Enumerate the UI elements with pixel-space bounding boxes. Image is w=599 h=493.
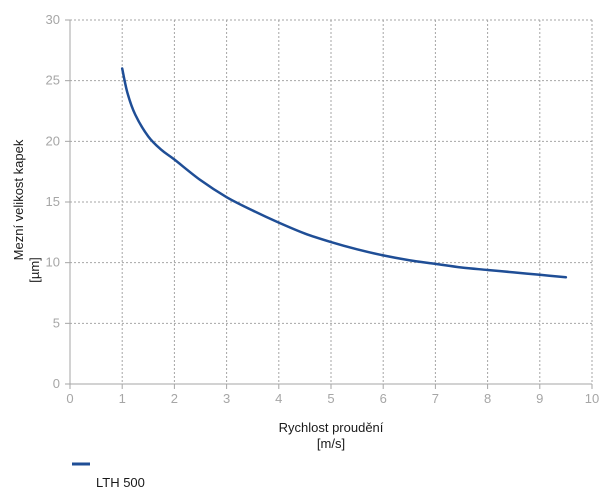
y-tick-label-5: 5 [53, 315, 60, 330]
y-tick-label-30: 30 [46, 12, 60, 27]
x-tick-label-6: 6 [380, 391, 387, 406]
x-tick-label-2: 2 [171, 391, 178, 406]
y-tick-label-20: 20 [46, 133, 60, 148]
x-tick-label-7: 7 [432, 391, 439, 406]
y-axis-title-line1: Mezní velikost kapek [11, 139, 26, 260]
y-axis-title-line2: [µm] [27, 257, 42, 283]
x-tick-label-1: 1 [119, 391, 126, 406]
x-tick-label-9: 9 [536, 391, 543, 406]
y-tick-label-0: 0 [53, 376, 60, 391]
x-axis-title-line1: Rychlost proudění [279, 420, 384, 435]
tick-labels: 0 5 10 15 20 25 30 0 1 2 3 4 5 6 7 8 9 10 [46, 12, 599, 406]
axes [65, 20, 592, 389]
x-tick-label-5: 5 [327, 391, 334, 406]
x-tick-label-3: 3 [223, 391, 230, 406]
y-tick-label-15: 15 [46, 194, 60, 209]
series-layer [122, 69, 566, 278]
y-tick-label-25: 25 [46, 73, 60, 88]
x-tick-label-10: 10 [585, 391, 599, 406]
x-tick-label-0: 0 [66, 391, 73, 406]
x-tick-label-8: 8 [484, 391, 491, 406]
y-tick-label-10: 10 [46, 255, 60, 270]
legend: LTH 500 [72, 464, 145, 490]
x-axis-title-line2: [m/s] [317, 436, 345, 451]
grid [70, 20, 592, 384]
legend-label: LTH 500 [96, 475, 145, 490]
x-tick-label-4: 4 [275, 391, 282, 406]
series-line-0 [122, 69, 566, 278]
